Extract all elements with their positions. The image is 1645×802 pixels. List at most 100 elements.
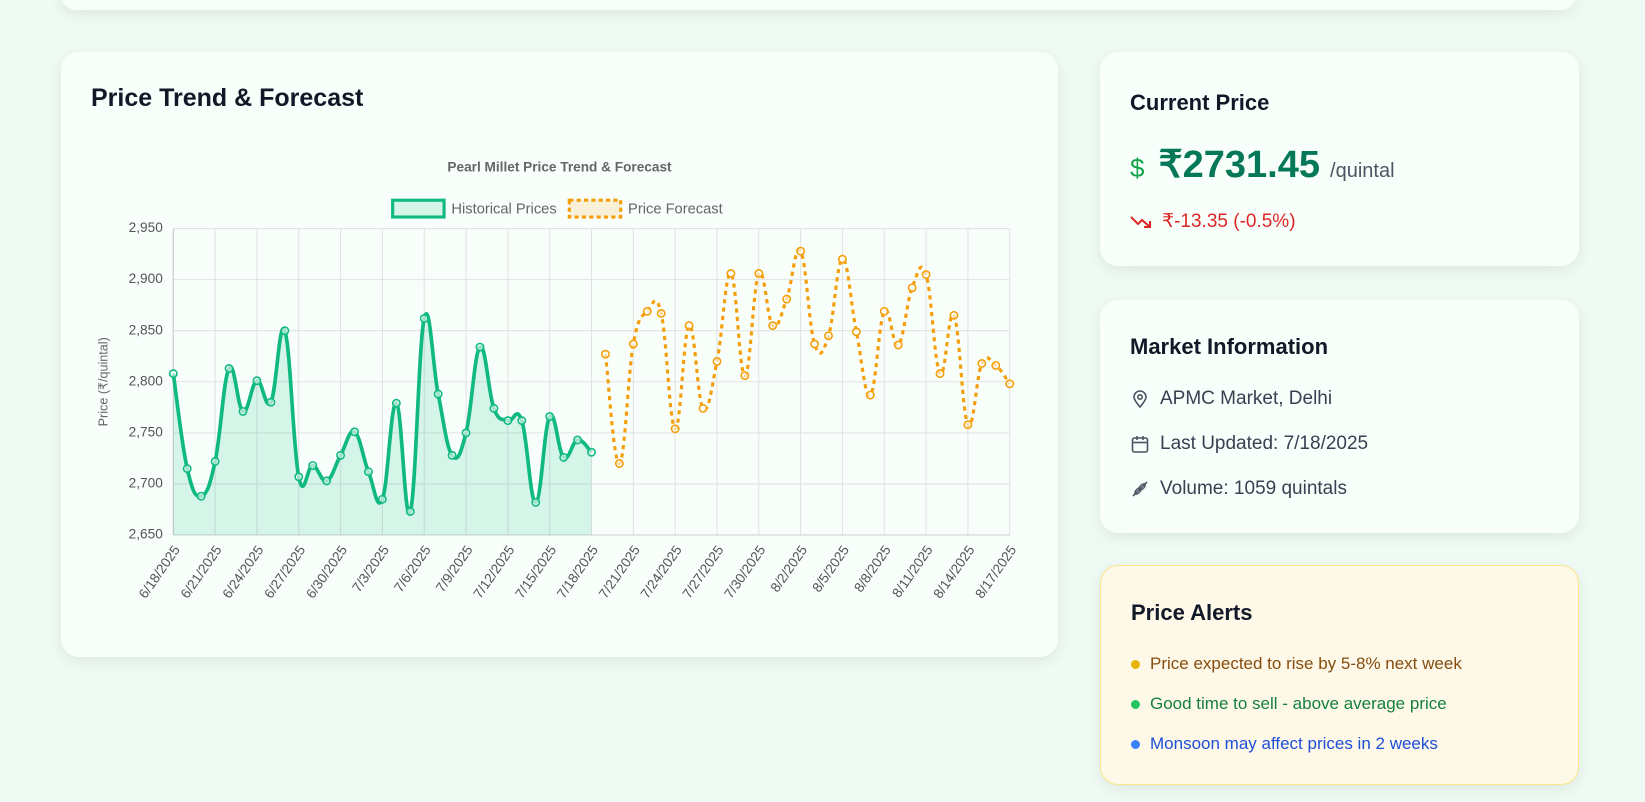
x-tick-label: 8/8/2025 xyxy=(851,543,894,595)
volume-text: Volume: 1059 quintals xyxy=(1160,478,1347,499)
point xyxy=(447,450,457,460)
legend-swatch xyxy=(567,198,623,219)
point xyxy=(837,254,847,264)
point xyxy=(405,507,415,516)
point xyxy=(754,269,764,278)
point xyxy=(391,398,401,408)
card-title: Market Information xyxy=(1130,334,1329,359)
x-tick-label: 6/24/2025 xyxy=(219,543,266,601)
volume-row: Volume: 1059 quintals xyxy=(1130,478,1347,500)
legend-swatch xyxy=(391,198,446,219)
x-tick-label: 8/11/2025 xyxy=(889,543,935,600)
y-tick-label: 2,850 xyxy=(129,322,164,337)
x-tick-label: 8/14/2025 xyxy=(930,543,977,601)
x-tick-label: 8/2/2025 xyxy=(768,543,811,595)
point xyxy=(684,321,694,331)
x-tick-label: 6/30/2025 xyxy=(303,543,350,601)
currency-icon: $ xyxy=(1130,153,1145,183)
wheat-icon xyxy=(1132,481,1148,497)
point xyxy=(238,406,248,416)
x-tick-label: 8/5/2025 xyxy=(809,543,852,595)
line xyxy=(603,248,1012,466)
point xyxy=(782,294,792,304)
point xyxy=(377,494,387,504)
alert-text: Price expected to rise by 5-8% next week xyxy=(1150,654,1462,673)
y-tick-label: 2,800 xyxy=(129,373,164,388)
alert-dot xyxy=(1131,739,1140,749)
card-title: Price Trend & Forecast xyxy=(91,84,364,112)
point xyxy=(740,371,750,381)
updated-text: Last Updated: 7/18/2025 xyxy=(1160,433,1369,454)
point xyxy=(614,459,624,468)
price-change: ₹-13.35 (-0.5%) xyxy=(1130,210,1296,233)
trend-icon xyxy=(1130,215,1151,228)
point xyxy=(726,269,736,278)
current-price-card: Current Price $ ₹2731.45 /quintal ₹-13.3… xyxy=(1100,52,1579,266)
point xyxy=(573,435,583,445)
updated-row: Last Updated: 7/18/2025 xyxy=(1130,433,1368,455)
y-tick-label: 2,750 xyxy=(129,424,164,439)
price-row: $ ₹2731.45 /quintal xyxy=(1130,142,1395,187)
point xyxy=(991,360,1001,370)
change-text: ₹-13.35 (-0.5%) xyxy=(1162,211,1296,232)
x-tick-label: 6/18/2025 xyxy=(136,543,183,601)
chart: Pearl Millet Price Trend & Forecast Pric… xyxy=(96,159,1019,601)
point xyxy=(656,308,666,318)
point xyxy=(559,452,569,462)
point xyxy=(977,358,987,368)
point xyxy=(419,313,429,323)
point xyxy=(796,246,806,256)
x-tick-label: 7/21/2025 xyxy=(596,543,643,601)
x-tick-label: 7/27/2025 xyxy=(680,543,727,601)
point xyxy=(182,464,192,474)
price-unit: /quintal xyxy=(1330,160,1395,182)
y-axis-label: Price (₹/quintal) xyxy=(96,337,110,426)
point xyxy=(545,412,555,421)
alert: Good time to sell - above average price xyxy=(1131,694,1447,714)
x-tick-label: 7/6/2025 xyxy=(391,543,434,595)
x-tick-label: 7/24/2025 xyxy=(638,543,685,601)
point xyxy=(322,476,332,486)
calendar-icon xyxy=(1131,436,1149,453)
legend-label: Price Forecast xyxy=(628,202,723,218)
point xyxy=(587,447,596,457)
point xyxy=(336,450,346,460)
top-card xyxy=(61,0,1576,10)
x-tick-label: 6/21/2025 xyxy=(178,543,225,601)
point xyxy=(266,397,276,407)
point xyxy=(935,369,945,379)
point xyxy=(712,356,722,366)
point xyxy=(475,342,485,352)
x-tick-label: 7/12/2025 xyxy=(470,543,517,601)
alert: Price expected to rise by 5-8% next week xyxy=(1131,654,1462,674)
point xyxy=(949,310,959,320)
point xyxy=(280,326,290,336)
point xyxy=(824,331,833,341)
point xyxy=(503,416,513,426)
y-tick-label: 2,950 xyxy=(129,220,164,235)
point xyxy=(210,457,220,466)
point xyxy=(252,376,262,386)
market-info-card: Market Information APMC Market, Delhi La… xyxy=(1100,300,1579,533)
point xyxy=(433,389,443,399)
x-tick-label: 7/30/2025 xyxy=(721,543,768,601)
alert-dot xyxy=(1131,699,1140,709)
point xyxy=(364,467,373,477)
x-tick-label: 7/9/2025 xyxy=(433,543,476,595)
point xyxy=(921,270,931,279)
point xyxy=(531,497,541,507)
point xyxy=(963,420,973,430)
point xyxy=(893,340,903,350)
point xyxy=(628,339,638,349)
pin-icon xyxy=(1133,390,1147,409)
point xyxy=(810,339,820,349)
x-tick-label: 7/18/2025 xyxy=(554,543,601,601)
point xyxy=(670,424,680,434)
point xyxy=(865,390,875,400)
point xyxy=(168,369,178,379)
point xyxy=(224,364,234,373)
point xyxy=(517,416,527,426)
price: ₹2731.45 xyxy=(1158,144,1321,186)
legend-label: Historical Prices xyxy=(451,202,556,218)
